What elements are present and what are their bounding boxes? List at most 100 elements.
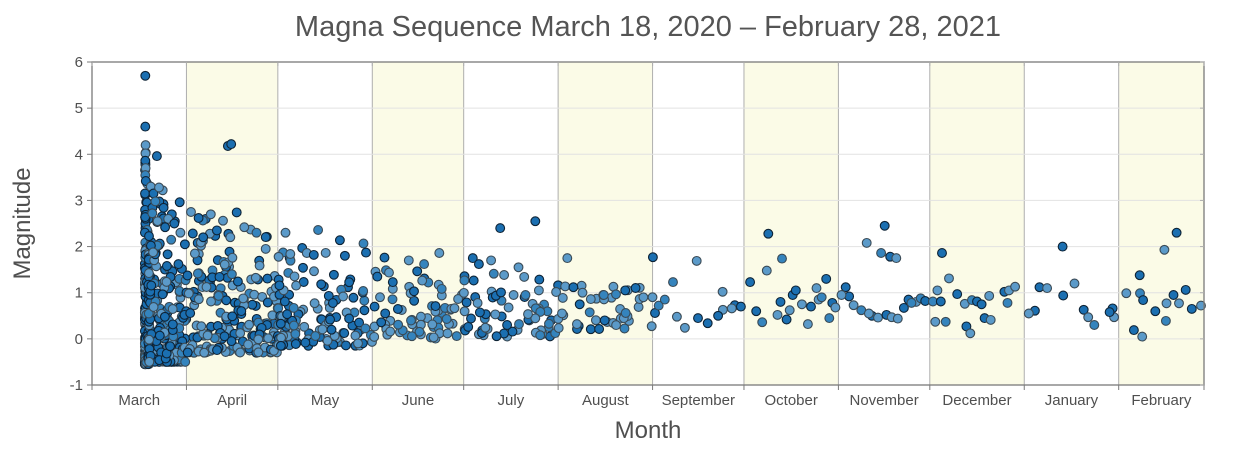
data-point xyxy=(192,268,203,279)
data-point xyxy=(212,345,222,356)
data-point xyxy=(387,294,398,305)
y-tick-label: 3 xyxy=(75,192,83,209)
data-point xyxy=(499,270,510,280)
data-point xyxy=(840,282,851,293)
data-point xyxy=(379,252,390,263)
data-point xyxy=(235,328,246,339)
data-point xyxy=(713,310,724,321)
data-point xyxy=(214,271,225,282)
data-point xyxy=(1057,241,1068,252)
data-point xyxy=(873,312,883,323)
data-point xyxy=(199,347,210,358)
data-point xyxy=(1010,281,1021,292)
data-point xyxy=(140,70,151,81)
data-point xyxy=(848,300,859,311)
data-point xyxy=(260,243,271,254)
data-point xyxy=(1089,320,1100,330)
data-point xyxy=(274,280,285,291)
data-point xyxy=(167,319,178,330)
data-point xyxy=(263,333,274,344)
data-point xyxy=(619,323,630,334)
data-point xyxy=(1069,278,1080,289)
data-point xyxy=(620,308,631,318)
data-point xyxy=(140,140,151,151)
data-point xyxy=(250,272,261,283)
month-band xyxy=(558,62,653,385)
data-point xyxy=(1083,312,1094,323)
data-point xyxy=(772,309,783,320)
data-point xyxy=(594,324,605,334)
month-bands xyxy=(186,62,1204,385)
data-point xyxy=(262,297,273,308)
data-point xyxy=(571,319,582,330)
data-point xyxy=(173,259,184,270)
data-point xyxy=(219,331,230,342)
data-point xyxy=(898,302,909,313)
data-point xyxy=(175,227,186,238)
data-point xyxy=(891,253,902,264)
data-point xyxy=(796,299,807,310)
data-point xyxy=(1180,284,1191,295)
data-point xyxy=(205,209,216,220)
data-point xyxy=(419,259,430,270)
data-point xyxy=(806,301,816,312)
data-point xyxy=(427,319,438,330)
data-point xyxy=(790,285,801,296)
data-point xyxy=(251,227,262,238)
plot-area-border xyxy=(91,61,1205,386)
data-point xyxy=(647,252,658,263)
x-tick-label: February xyxy=(1131,392,1192,409)
data-point xyxy=(182,347,193,358)
data-point xyxy=(372,271,383,282)
data-point xyxy=(384,267,394,278)
data-point xyxy=(745,277,756,288)
data-point xyxy=(339,328,350,339)
data-point xyxy=(182,270,193,281)
data-point xyxy=(150,196,161,207)
y-tick-label: 6 xyxy=(75,54,83,71)
data-point xyxy=(519,271,530,282)
data-point xyxy=(243,339,254,350)
data-point xyxy=(1023,308,1034,319)
data-point xyxy=(533,285,544,296)
data-point xyxy=(535,306,546,317)
data-point xyxy=(317,324,328,335)
data-point xyxy=(140,121,151,132)
data-point xyxy=(354,317,365,328)
data-point xyxy=(151,151,162,162)
data-point xyxy=(254,260,265,271)
data-point xyxy=(328,269,339,280)
data-point xyxy=(289,271,300,282)
data-point xyxy=(646,321,657,332)
data-point xyxy=(196,321,207,332)
data-point xyxy=(530,216,541,227)
data-point xyxy=(236,306,247,317)
data-point xyxy=(976,299,987,310)
data-point xyxy=(577,287,588,298)
data-point xyxy=(279,296,290,307)
data-point xyxy=(802,319,813,330)
data-point xyxy=(932,285,943,296)
data-point xyxy=(620,285,631,296)
data-point xyxy=(568,282,579,293)
data-point xyxy=(160,222,171,233)
data-point xyxy=(358,286,369,296)
data-point xyxy=(227,311,238,322)
data-point xyxy=(415,311,426,322)
x-tick-label: January xyxy=(1045,392,1099,409)
data-point xyxy=(984,290,995,301)
data-point xyxy=(451,331,462,342)
data-point xyxy=(513,262,524,273)
data-point xyxy=(143,268,154,279)
data-point xyxy=(1134,270,1145,281)
data-point xyxy=(562,253,573,264)
data-point xyxy=(599,315,610,326)
data-point xyxy=(327,298,338,308)
data-point xyxy=(944,273,954,284)
data-point xyxy=(403,255,414,266)
data-point xyxy=(393,319,404,330)
month-band xyxy=(743,62,839,385)
data-point xyxy=(247,299,258,310)
data-point xyxy=(1168,290,1179,300)
